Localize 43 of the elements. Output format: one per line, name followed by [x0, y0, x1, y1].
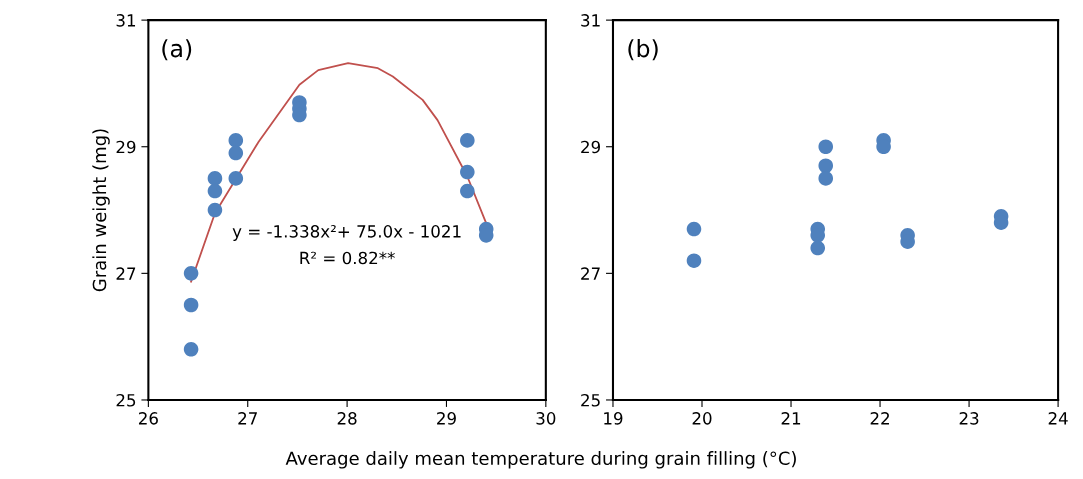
y-tick-label: 31: [116, 14, 136, 27]
x-axis-title: Average daily mean temperature during grain filling (°C): [285, 451, 796, 469]
point: [686, 253, 702, 268]
y-tick-label: 31: [581, 14, 600, 27]
x-tick-label: 30: [536, 412, 556, 425]
annotation: (b): [628, 39, 658, 61]
annotation: R² = 0.82**: [300, 251, 395, 265]
point: [460, 133, 475, 148]
point: [818, 158, 834, 174]
x-tick-label: 27: [238, 412, 257, 425]
y-tick-label: 27: [581, 267, 600, 280]
point: [207, 171, 223, 186]
x-tick-label: 23: [959, 412, 979, 425]
annotation: y = -1.338x²+ 75.0x - 1021: [232, 225, 461, 241]
point: [460, 183, 475, 199]
x-tick-label: 28: [337, 412, 357, 425]
point: [460, 164, 475, 180]
point: [228, 145, 244, 161]
point: [228, 133, 244, 148]
x-tick-label: 20: [692, 412, 712, 425]
point: [183, 266, 199, 281]
x-tick-label: 24: [1048, 412, 1068, 425]
point: [183, 342, 199, 357]
annotation: (a): [162, 39, 192, 61]
point: [183, 297, 199, 313]
x-tick-label: 29: [437, 412, 456, 425]
point: [228, 171, 244, 186]
y-axis-title: Grain weight (mg): [92, 129, 110, 292]
point: [207, 183, 223, 199]
x-tick-label: 26: [138, 412, 158, 425]
point: [818, 171, 834, 186]
point: [207, 202, 223, 218]
y-tick-label: 25: [581, 393, 600, 407]
y-tick-label: 25: [116, 393, 136, 407]
point: [686, 221, 702, 237]
y-tick-label: 29: [581, 140, 600, 154]
point: [818, 139, 834, 155]
y-tick-label: 29: [116, 140, 136, 154]
x-tick-label: 19: [604, 412, 623, 425]
y-tick-label: 27: [116, 267, 136, 280]
x-tick-label: 22: [870, 412, 889, 425]
point: [810, 240, 826, 256]
x-tick-label: 21: [781, 412, 801, 425]
